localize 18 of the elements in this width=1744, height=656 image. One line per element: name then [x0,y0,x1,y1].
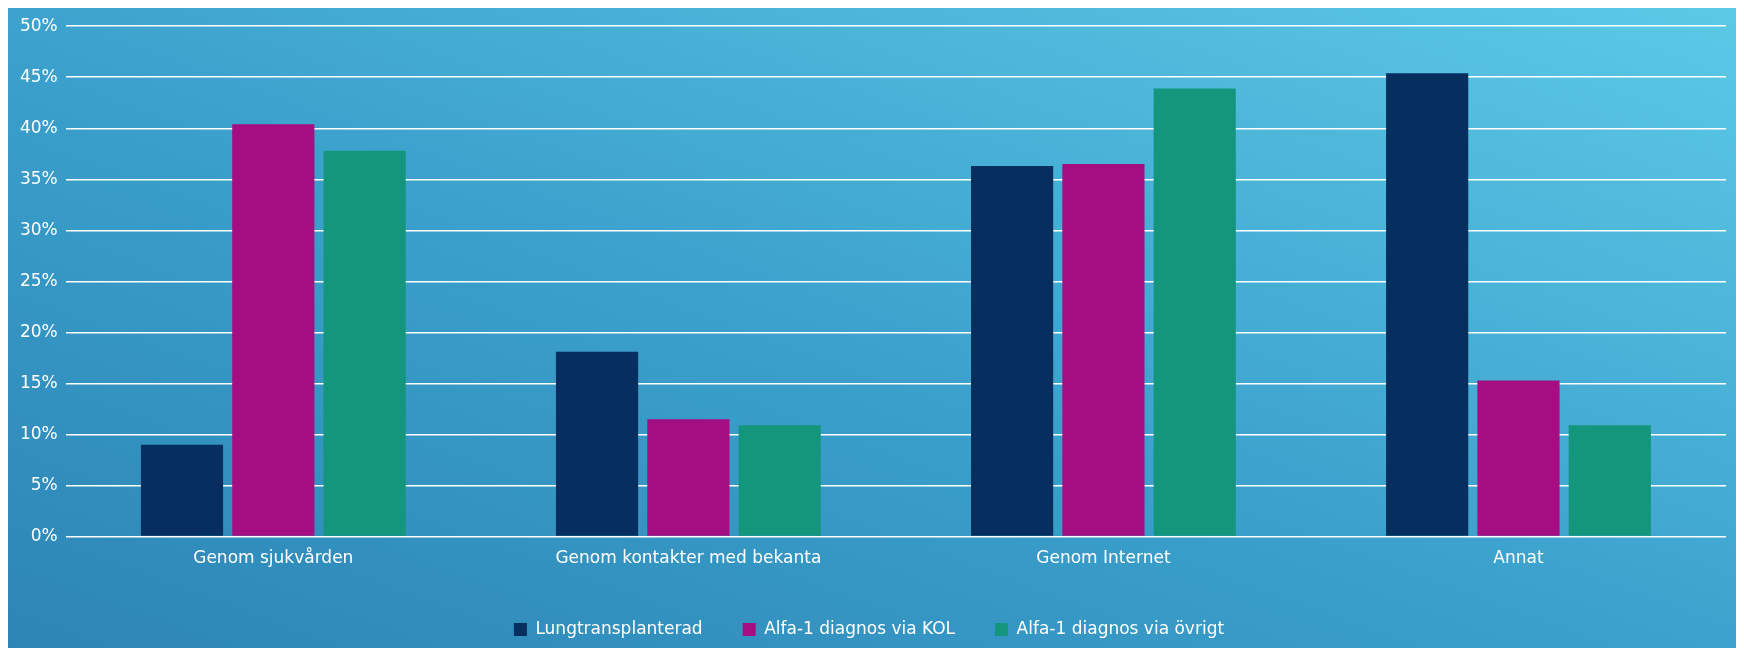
y-tick-label: 10% [19,422,58,443]
y-tick-label: 45% [19,65,58,86]
y-tick-label: 30% [19,218,58,239]
y-tick-label: 50% [19,14,58,35]
legend-label: Lungtransplanterad [535,617,703,638]
x-tick-label: Annat [1493,547,1544,568]
y-tick-label: 5% [30,473,58,494]
y-tick-label: 40% [19,116,58,137]
y-tick-label: 35% [19,167,58,188]
y-tick-label: 15% [19,371,58,392]
x-tick-label: Genom kontakter med bekanta [555,547,822,568]
legend-label: Alfa-1 diagnos via KOL [764,617,956,638]
x-tick-label: Genom sjukvården [193,547,354,568]
y-tick-label: 0% [30,525,58,546]
y-tick-label: 25% [19,269,58,290]
legend-label: Alfa-1 diagnos via övrigt [1016,617,1225,638]
y-tick-label: 20% [19,320,58,341]
x-tick-label: Genom Internet [1036,547,1171,568]
